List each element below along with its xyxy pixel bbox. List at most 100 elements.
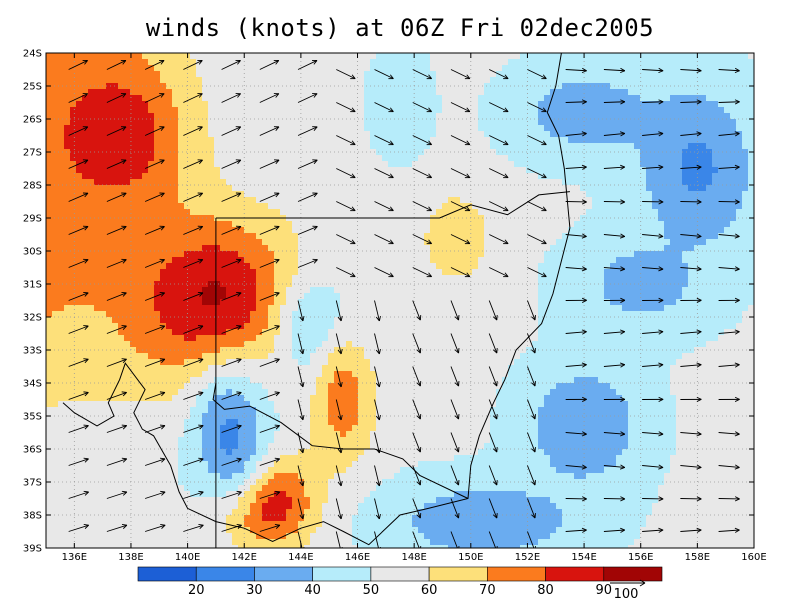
colorbar-swatch bbox=[370, 566, 430, 582]
wind-vector bbox=[68, 93, 89, 103]
wind-vector bbox=[565, 329, 587, 335]
reference-vector-label: 100 bbox=[614, 587, 639, 600]
wind-vector bbox=[183, 424, 204, 433]
wind-vector bbox=[527, 69, 547, 80]
wind-vector bbox=[642, 464, 664, 470]
wind-vector bbox=[259, 93, 280, 103]
wind-vector bbox=[642, 233, 664, 239]
colorbar-label: 70 bbox=[479, 583, 496, 598]
wind-vector bbox=[412, 168, 433, 179]
wind-vector bbox=[374, 333, 381, 355]
colorbar-label: 90 bbox=[596, 583, 613, 598]
wind-vector bbox=[489, 135, 509, 146]
wind-vector bbox=[183, 325, 204, 334]
wind-vector bbox=[527, 201, 547, 212]
wind-vector bbox=[603, 199, 626, 205]
wind-vector bbox=[374, 498, 381, 520]
colorbar-swatch bbox=[137, 566, 197, 582]
wind-vector bbox=[335, 432, 343, 454]
wind-vector bbox=[603, 233, 626, 239]
wind-vector bbox=[259, 490, 281, 499]
wind-vector bbox=[106, 258, 127, 268]
wind-vector bbox=[603, 431, 626, 437]
colorbar-swatch bbox=[254, 566, 313, 582]
wind-vector bbox=[488, 399, 498, 420]
wind-vector bbox=[297, 192, 318, 202]
wind-vector bbox=[527, 399, 536, 420]
wind-vector bbox=[106, 93, 127, 103]
wind-vector bbox=[144, 457, 166, 466]
wind-vector bbox=[488, 300, 498, 321]
lon-tick-label: 160E bbox=[741, 552, 766, 563]
wind-vector bbox=[680, 496, 702, 502]
lon-tick-label: 140E bbox=[175, 552, 200, 563]
wind-vector bbox=[221, 325, 242, 334]
wind-vector bbox=[680, 199, 702, 205]
wind-vector bbox=[565, 464, 587, 470]
wind-vector bbox=[374, 366, 381, 388]
wind-vector bbox=[680, 396, 702, 402]
wind-vector bbox=[221, 457, 242, 466]
wind-vector bbox=[603, 99, 626, 105]
wind-vector bbox=[183, 93, 203, 103]
lat-tick-label: 28S bbox=[23, 181, 42, 192]
wind-vector bbox=[336, 102, 356, 113]
wind-vector bbox=[221, 192, 242, 202]
lat-tick-label: 32S bbox=[23, 313, 42, 324]
wind-vector bbox=[412, 102, 433, 113]
wind-vector bbox=[718, 99, 740, 105]
wind-vector bbox=[680, 329, 702, 335]
wind-vector bbox=[221, 391, 242, 400]
wind-vector bbox=[642, 396, 664, 402]
colorbar-swatch bbox=[428, 566, 488, 582]
wind-vector bbox=[603, 396, 626, 402]
wind-vector bbox=[565, 362, 587, 368]
wind-vector bbox=[527, 300, 536, 321]
wind-vector bbox=[144, 126, 165, 136]
wind-vector bbox=[259, 524, 281, 532]
wind-vector bbox=[144, 424, 166, 433]
wind-vector bbox=[565, 199, 587, 205]
wind-vector bbox=[642, 164, 664, 170]
wind-vector bbox=[106, 225, 127, 235]
wind-vector bbox=[603, 496, 626, 502]
wind-vector bbox=[68, 159, 89, 169]
wind-vector bbox=[412, 69, 433, 80]
lat-tick-label: 36S bbox=[23, 445, 42, 456]
wind-vector bbox=[221, 258, 242, 268]
wind-vector bbox=[68, 291, 89, 301]
wind-vector bbox=[106, 358, 127, 367]
colorbar-label: 50 bbox=[363, 583, 380, 598]
wind-vector bbox=[642, 527, 664, 533]
wind-vector bbox=[297, 498, 305, 520]
wind-vector bbox=[183, 59, 203, 70]
wind-vector bbox=[718, 496, 740, 502]
wind-vector bbox=[718, 464, 740, 470]
wind-vector bbox=[489, 234, 509, 245]
wind-vector bbox=[450, 366, 460, 387]
wind-vector bbox=[642, 297, 664, 303]
wind-vector bbox=[297, 59, 318, 70]
colorbar-label: 60 bbox=[421, 583, 438, 598]
wind-vector bbox=[488, 498, 498, 519]
wind-vector bbox=[603, 297, 626, 303]
wind-vector bbox=[450, 300, 460, 321]
wind-vector bbox=[336, 135, 356, 146]
colorbar-swatch bbox=[603, 566, 663, 582]
wind-vector bbox=[488, 366, 498, 387]
wind-vector bbox=[527, 366, 536, 387]
wind-vector bbox=[603, 527, 626, 533]
wind-vector bbox=[642, 199, 664, 205]
wind-vector bbox=[335, 465, 343, 487]
wind-vector bbox=[603, 329, 626, 335]
lat-tick-label: 25S bbox=[23, 82, 42, 93]
wind-vector bbox=[565, 164, 587, 170]
lon-tick-label: 154E bbox=[571, 552, 596, 563]
wind-vector bbox=[680, 233, 702, 239]
wind-vector bbox=[374, 399, 381, 421]
wind-vector bbox=[488, 465, 498, 486]
state-border-path bbox=[215, 191, 570, 219]
wind-vector bbox=[565, 527, 587, 533]
wind-vector bbox=[297, 465, 305, 487]
